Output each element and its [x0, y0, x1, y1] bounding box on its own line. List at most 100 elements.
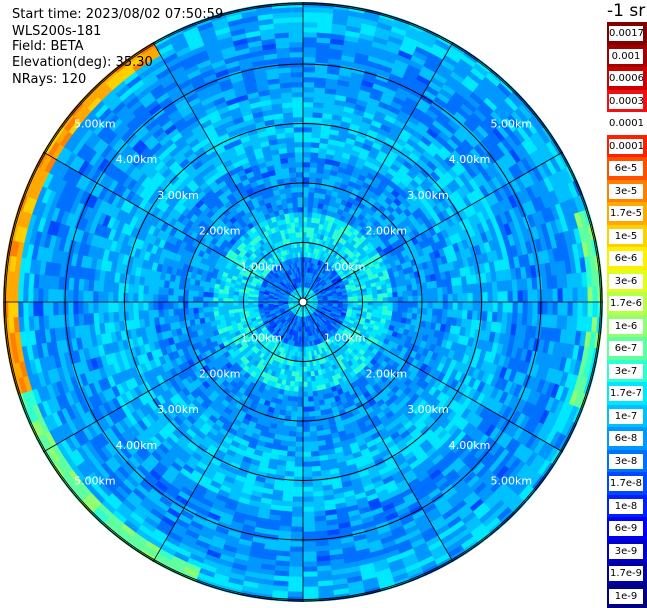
range-bin: [308, 401, 315, 408]
range-bin: [302, 571, 318, 578]
range-bin: [447, 301, 454, 311]
range-bin: [305, 346, 309, 353]
range-bin: [293, 476, 304, 483]
range-bin: [306, 376, 312, 383]
range-bin: [401, 285, 408, 292]
range-bin: [352, 296, 359, 300]
range-bin: [442, 294, 449, 303]
range-bin: [446, 286, 454, 295]
range-bin: [382, 301, 389, 307]
range-bin: [312, 202, 319, 209]
range-bin: [312, 395, 319, 402]
range-bin: [302, 586, 319, 593]
range-bin: [582, 286, 589, 303]
range-bin: [289, 541, 304, 548]
range-bin: [302, 476, 313, 483]
range-bin: [285, 405, 293, 412]
range-bin: [302, 16, 319, 23]
range-bin: [461, 310, 468, 320]
range-bin: [397, 301, 404, 308]
range-bin: [406, 312, 413, 320]
range-bin: [302, 161, 311, 168]
range-bin: [487, 301, 494, 313]
range-bin: [577, 301, 584, 317]
range-bin: [562, 287, 569, 303]
range-bin: [442, 286, 449, 295]
range-bin: [302, 141, 312, 148]
range-bin: [302, 461, 312, 468]
range-bin: [287, 586, 304, 593]
range-bin: [310, 151, 319, 159]
range-bin: [302, 131, 313, 138]
range-bin: [302, 566, 318, 573]
range-bin: [302, 166, 311, 173]
range-bin: [381, 288, 388, 294]
range-bin: [311, 137, 321, 144]
range-bin: [286, 455, 296, 462]
range-bin: [302, 581, 319, 588]
range-bin: [302, 41, 317, 48]
range-bin: [290, 526, 304, 533]
range-bin: [302, 466, 313, 473]
range-bin: [557, 288, 564, 303]
range-bin: [442, 301, 449, 310]
range-bin: [302, 561, 318, 568]
range-bin: [302, 546, 317, 553]
range-bin: [311, 460, 321, 467]
range-bin: [467, 292, 474, 303]
range-bin: [401, 312, 408, 319]
range-bin: [302, 6, 319, 13]
range-bin: [302, 146, 312, 153]
range-bin: [294, 451, 304, 458]
range-bin: [482, 292, 489, 303]
range-bin: [302, 471, 313, 478]
range-bin: [497, 291, 504, 303]
range-bin: [302, 381, 308, 388]
range-bin: [482, 301, 489, 312]
range-bin: [302, 76, 315, 83]
range-bin: [302, 51, 317, 58]
range-bin: [302, 376, 308, 383]
range-bin: [397, 291, 404, 298]
range-bin: [312, 390, 319, 397]
range-bin: [313, 405, 321, 412]
range-bin: [392, 291, 399, 298]
range-bin: [407, 290, 414, 297]
range-bin: [302, 211, 308, 218]
range-bin: [309, 171, 317, 178]
range-bin: [302, 201, 309, 208]
range-bin: [288, 436, 297, 443]
range-bin: [302, 366, 307, 373]
range-bin: [310, 146, 320, 154]
range-bin: [287, 581, 304, 588]
range-bin: [302, 186, 310, 193]
range-bin: [397, 306, 404, 313]
range-bin: [467, 301, 474, 312]
range-bin: [452, 293, 459, 303]
range-bin: [422, 301, 429, 309]
range-bin: [302, 591, 319, 598]
range-bin: [302, 556, 317, 563]
range-bin: [291, 521, 304, 528]
range-bin: [285, 460, 295, 467]
range-bin: [302, 226, 308, 233]
range-bin: [288, 576, 304, 583]
range-bin: [291, 401, 298, 408]
range-bin: [457, 301, 464, 311]
range-bin: [387, 301, 394, 307]
range-bin: [302, 46, 317, 53]
range-bin: [287, 591, 304, 598]
range-bin: [299, 351, 304, 358]
range-bin: [294, 446, 304, 453]
range-bin: [293, 386, 299, 393]
range-bin: [387, 292, 394, 298]
range-bin: [311, 380, 317, 387]
range-bin: [298, 371, 304, 378]
range-bin: [382, 305, 389, 312]
range-bin: [302, 436, 311, 443]
range-bin: [451, 285, 459, 295]
range-bin: [437, 301, 444, 310]
range-bin: [306, 366, 311, 373]
range-bin: [462, 293, 469, 303]
